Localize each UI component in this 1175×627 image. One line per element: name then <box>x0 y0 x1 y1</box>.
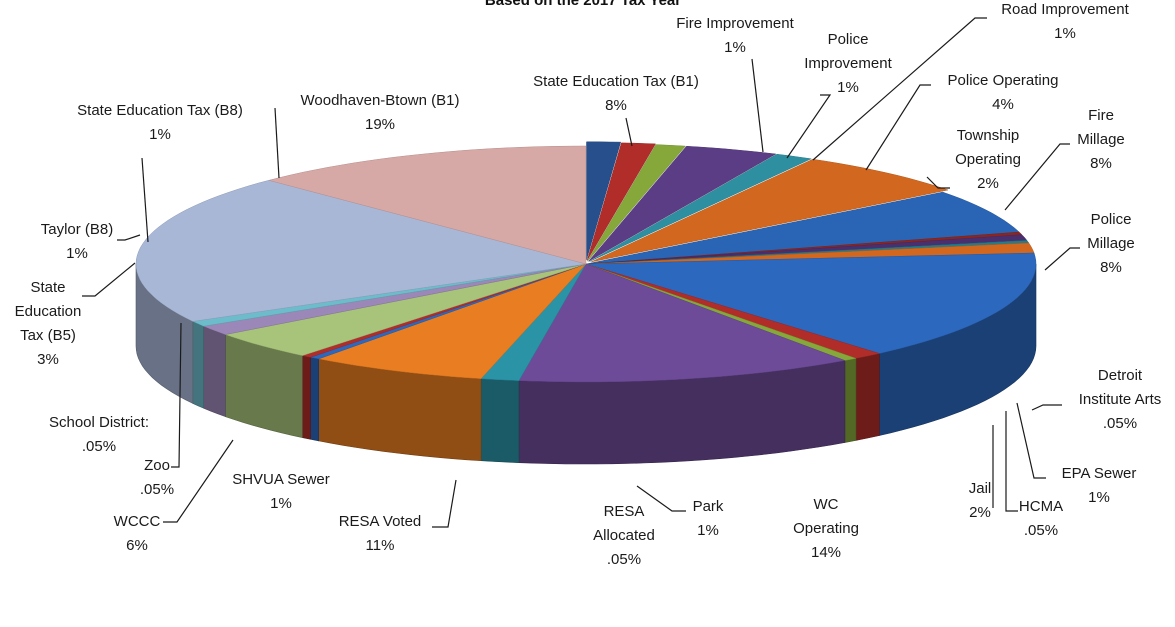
leader-line-road-improvement <box>812 17 987 161</box>
slice-label-detroit-institute-arts: Detroit Institute Arts .05% <box>1079 367 1162 432</box>
leader-line-state-education-tax-b1 <box>625 117 633 147</box>
slice-labels: Fire Improvement 1% Police Improvement 1% Roa… <box>15 1 1162 568</box>
slice-side-resa-allocated <box>844 358 857 443</box>
leader-line-park <box>636 485 686 512</box>
slice-township-operating <box>589 153 813 262</box>
slice-label-wc-operating: WC Operating 14% <box>793 496 859 561</box>
leader-line-police-operating <box>865 84 931 171</box>
slice-side-taylor-b8 <box>203 325 226 418</box>
pie-side-walls <box>135 263 1037 465</box>
slice-state-education-tax-b5 <box>224 263 587 356</box>
slice-label-woodhaven-btown-b1: Woodhaven-Btown (B1) 19% <box>301 92 460 133</box>
leader-line-resa-voted <box>432 479 457 528</box>
slice-state-education-tax-b1 <box>268 145 587 265</box>
slice-label-park: Park 1% <box>693 498 724 539</box>
slice-woodhaven-btown-b1 <box>135 180 587 322</box>
slice-label-state-education-tax-b1: State Education Tax (B1) 8% <box>533 73 699 114</box>
chart-title: Based on the 2017 Tax Year <box>485 0 681 9</box>
slice-road-improvement <box>587 144 686 262</box>
slice-label-zoo: Zoo .05% <box>140 457 174 498</box>
slice-label-jail: Jail 2% <box>969 480 992 521</box>
slice-label-police-improvement: Police Improvement 1% <box>804 31 892 96</box>
slice-label-shvua-sewer: SHVUA Sewer 1% <box>232 471 330 512</box>
leader-line-hcma <box>1005 411 1018 512</box>
slice-label-fire-improvement: Fire Improvement 1% <box>676 15 794 56</box>
slice-label-resa-allocated: RESA Allocated .05% <box>593 503 655 568</box>
leader-line-epa-sewer <box>1016 402 1046 479</box>
slice-resa-voted <box>518 263 846 383</box>
slice-label-hcma: HCMA .05% <box>1019 498 1063 539</box>
leader-line-zoo <box>171 322 182 468</box>
slice-label-road-improvement: Road Improvement 1% <box>1001 1 1129 42</box>
slice-side-school-district <box>302 355 311 440</box>
slice-label-wccc: WCCC 6% <box>114 513 161 554</box>
leader-line-fire-improvement <box>751 58 764 153</box>
slice-wccc <box>317 263 587 379</box>
slice-label-epa-sewer: EPA Sewer 1% <box>1062 465 1137 506</box>
leader-line-police-improvement <box>786 94 832 159</box>
slice-label-police-operating: Police Operating 4% <box>948 72 1059 113</box>
leader-line-wccc <box>163 439 234 523</box>
slice-side-shvua-sewer <box>480 378 520 464</box>
slice-wc-operating <box>585 252 1037 354</box>
leader-line-taylor-b8 <box>117 234 141 241</box>
slice-label-state-education-tax-b8: State Education Tax (B8) 1% <box>77 102 243 143</box>
slice-fire-improvement <box>586 141 622 260</box>
slice-police-operating <box>588 145 777 262</box>
slice-label-school-district: School District: .05% <box>49 414 149 455</box>
leader-line-detroit-institute-arts <box>1031 404 1062 411</box>
slice-label-state-education-tax-b5: State Education Tax (B5) 3% <box>15 279 82 368</box>
slice-police-improvement <box>586 142 656 261</box>
slice-side-state-education-tax-b8 <box>192 320 204 409</box>
slice-police-millage <box>585 191 1020 265</box>
leader-line-fire-millage <box>1004 143 1070 211</box>
slice-label-police-millage: Police Millage 8% <box>1087 211 1135 276</box>
leader-line-police-millage <box>1044 247 1080 271</box>
slice-side-zoo <box>310 356 319 442</box>
pie-top-faces <box>135 141 1037 383</box>
slice-label-township-operating: Township Operating 2% <box>955 127 1021 192</box>
slice-label-fire-millage: Fire Millage 8% <box>1077 107 1125 172</box>
leader-line-state-education-tax-b8 <box>141 157 149 243</box>
slice-label-taylor-b8: Taylor (B8) 1% <box>41 221 114 262</box>
slice-label-resa-voted: RESA Voted 11% <box>339 513 422 554</box>
leader-line-township-operating <box>926 176 950 189</box>
leader-line-state-education-tax-b5 <box>82 262 136 297</box>
leader-line-woodhaven-btown-b1 <box>274 107 280 179</box>
slice-side-park <box>855 353 880 441</box>
